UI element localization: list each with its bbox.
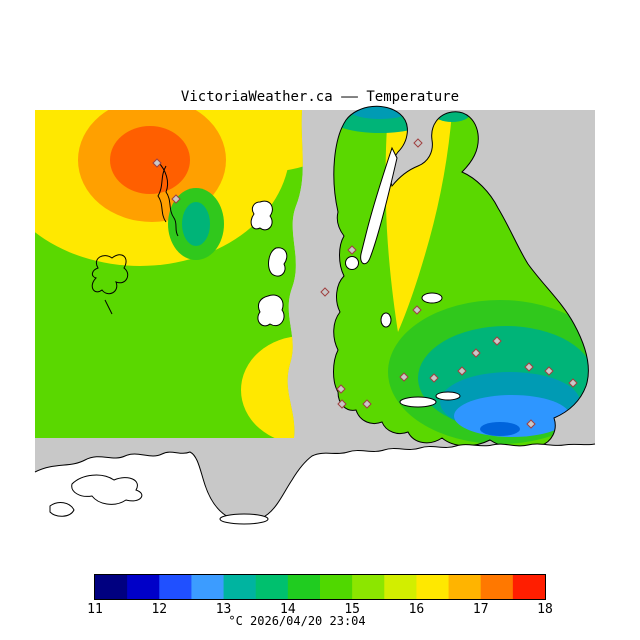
station-marker bbox=[347, 245, 357, 255]
right-landmass-coastline bbox=[333, 105, 589, 450]
harbour bbox=[435, 391, 461, 401]
station-marker bbox=[429, 373, 439, 383]
temperature-map bbox=[34, 105, 596, 565]
harbour bbox=[399, 396, 437, 408]
coastlines bbox=[91, 161, 288, 327]
station-marker bbox=[471, 348, 481, 358]
station-marker bbox=[152, 158, 162, 168]
lake bbox=[421, 292, 443, 304]
right-landmass bbox=[333, 105, 589, 450]
station-marker bbox=[457, 366, 467, 376]
left-temperature-field bbox=[35, 110, 303, 438]
colorbar-segment bbox=[384, 575, 418, 599]
hot-core-region bbox=[110, 126, 190, 194]
colorbar-segment bbox=[255, 575, 289, 599]
colorbar-segment bbox=[287, 575, 321, 599]
station-marker bbox=[544, 366, 554, 376]
channel-island bbox=[250, 200, 273, 231]
cool-teal-spot bbox=[182, 202, 210, 246]
lake bbox=[380, 312, 392, 328]
colorbar-tick-label: 17 bbox=[473, 602, 489, 617]
station-marker bbox=[320, 287, 330, 297]
colorbar-segment bbox=[191, 575, 225, 599]
colorbar-segment bbox=[480, 575, 514, 599]
inlet bbox=[360, 146, 398, 265]
inland-lake-outline bbox=[71, 474, 143, 505]
island-outline bbox=[91, 254, 129, 295]
south-land bbox=[35, 444, 595, 565]
cold-deepblue-spot bbox=[480, 422, 520, 436]
colorbar-segment bbox=[320, 575, 353, 599]
channel-island bbox=[257, 294, 285, 327]
station-marker bbox=[336, 384, 346, 394]
bay-island bbox=[219, 513, 269, 525]
no-data-land bbox=[34, 443, 596, 565]
colorbar-caption: °C 2026/04/20 23:04 bbox=[228, 614, 365, 628]
station-marker bbox=[399, 372, 409, 382]
inland-lake-outline bbox=[49, 502, 75, 517]
station-marker bbox=[568, 378, 578, 388]
colorbar-segments bbox=[95, 575, 546, 599]
colorbar-tick-label: 11 bbox=[87, 602, 103, 617]
colorbar-segment bbox=[223, 575, 257, 599]
colorbar-tick-label: 12 bbox=[151, 602, 167, 617]
fjord-coast-east bbox=[157, 161, 179, 237]
station-marker bbox=[171, 194, 181, 204]
colorbar: 11 12 13 14 15 16 17 18 °C 2026/04/20 23:04 bbox=[87, 574, 553, 628]
colorbar-segment bbox=[95, 575, 128, 599]
fjord-coast-west bbox=[157, 165, 167, 223]
station-marker bbox=[362, 399, 372, 409]
station-markers bbox=[152, 138, 578, 429]
channel-island bbox=[268, 247, 288, 277]
colorbar-border bbox=[94, 574, 546, 600]
colorbar-segment bbox=[512, 575, 546, 599]
station-marker bbox=[526, 419, 536, 429]
station-marker bbox=[524, 362, 534, 372]
station-marker bbox=[412, 305, 422, 315]
warm-yellow-region-3 bbox=[241, 336, 303, 438]
map-title: VictoriaWeather.ca —— Temperature bbox=[181, 89, 459, 105]
colorbar-tick-label: 16 bbox=[409, 602, 425, 617]
lake bbox=[345, 256, 359, 270]
colorbar-tick-label: 18 bbox=[537, 602, 553, 617]
station-marker bbox=[337, 399, 347, 409]
colorbar-segment bbox=[127, 575, 160, 599]
south-coastline bbox=[34, 443, 596, 522]
station-marker bbox=[492, 336, 502, 346]
right-field bbox=[333, 106, 589, 449]
colorbar-segment bbox=[448, 575, 482, 599]
colorbar-segment bbox=[352, 575, 385, 599]
colorbar-tick-label: 14 bbox=[280, 602, 296, 617]
colorbar-segment bbox=[416, 575, 450, 599]
coast-detail bbox=[104, 299, 113, 315]
colorbar-ticks: 11 12 13 14 15 16 17 18 bbox=[87, 602, 553, 617]
colorbar-tick-label: 15 bbox=[344, 602, 360, 617]
colorbar-segment bbox=[159, 575, 193, 599]
colorbar-tick-label: 13 bbox=[216, 602, 232, 617]
station-marker bbox=[413, 138, 423, 148]
